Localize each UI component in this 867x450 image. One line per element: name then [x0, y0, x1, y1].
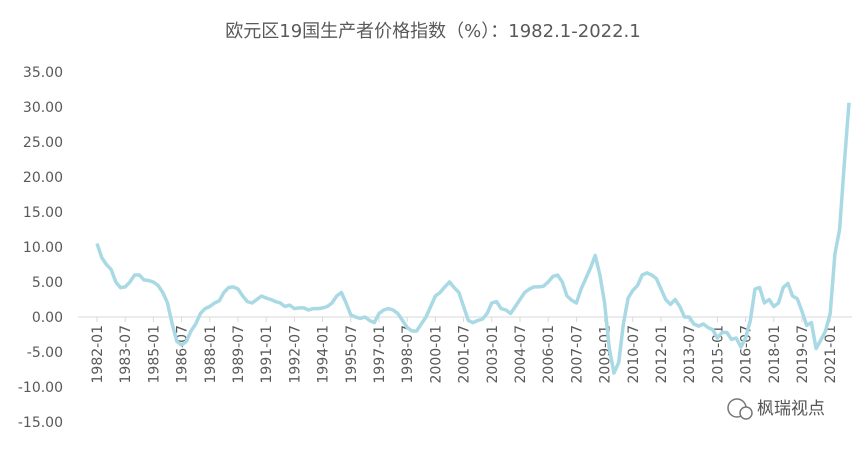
x-tick-label: 2015-01 — [710, 325, 726, 384]
watermark: 枫瑞视点 — [727, 398, 825, 420]
y-tick-label: 0.00 — [32, 310, 63, 326]
x-tick-label: 1983-07 — [118, 325, 134, 384]
x-tick-label: 2019-07 — [795, 325, 811, 384]
x-tick-label: 2010-07 — [626, 325, 642, 384]
x-tick-label: 2000-01 — [428, 325, 444, 384]
x-tick-label: 2013-07 — [682, 325, 698, 384]
y-tick-label: -5.00 — [27, 345, 63, 361]
x-tick-label: 2003-01 — [485, 325, 501, 384]
x-tick-label: 1991-01 — [259, 325, 275, 384]
x-tick-label: 2004-07 — [513, 325, 529, 384]
x-tick-label: 2006-01 — [541, 325, 557, 384]
x-tick-label: 1997-01 — [372, 325, 388, 384]
x-tick-label: 2018-01 — [767, 325, 783, 384]
x-tick-label: 2007-07 — [569, 325, 585, 384]
watermark-text: 枫瑞视点 — [757, 399, 825, 419]
x-tick-label: 1994-01 — [316, 325, 332, 384]
y-tick-label: 10.00 — [23, 240, 63, 256]
x-tick-label: 1992-07 — [287, 325, 303, 384]
y-tick-label: -10.00 — [18, 380, 63, 396]
x-tick-label: 2021-01 — [823, 325, 839, 384]
x-tick-label: 1995-07 — [344, 325, 360, 384]
x-tick-label: 1998-07 — [400, 325, 416, 384]
x-tick-label: 1989-07 — [231, 325, 247, 384]
x-tick-label: 2012-01 — [654, 325, 670, 384]
y-tick-label: 20.00 — [23, 170, 63, 186]
y-tick-label: 35.00 — [23, 65, 63, 81]
y-tick-label: -15.00 — [18, 415, 63, 431]
x-tick-label: 1982-01 — [90, 325, 106, 384]
watermark-icon — [739, 406, 753, 420]
x-tick-label: 1985-01 — [146, 325, 162, 384]
y-tick-label: 15.00 — [23, 205, 63, 221]
x-tick-label: 2016-07 — [739, 325, 755, 384]
x-tick-label: 2001-07 — [457, 325, 473, 384]
y-tick-label: 25.00 — [23, 135, 63, 151]
line-series — [95, 102, 851, 375]
x-tick-label: 1988-01 — [203, 325, 219, 384]
y-tick-label: 5.00 — [32, 275, 63, 291]
y-tick-label: 30.00 — [23, 100, 63, 116]
chart-title: 欧元区19国生产者价格指数（%）：1982.1-2022.1 — [225, 21, 640, 42]
